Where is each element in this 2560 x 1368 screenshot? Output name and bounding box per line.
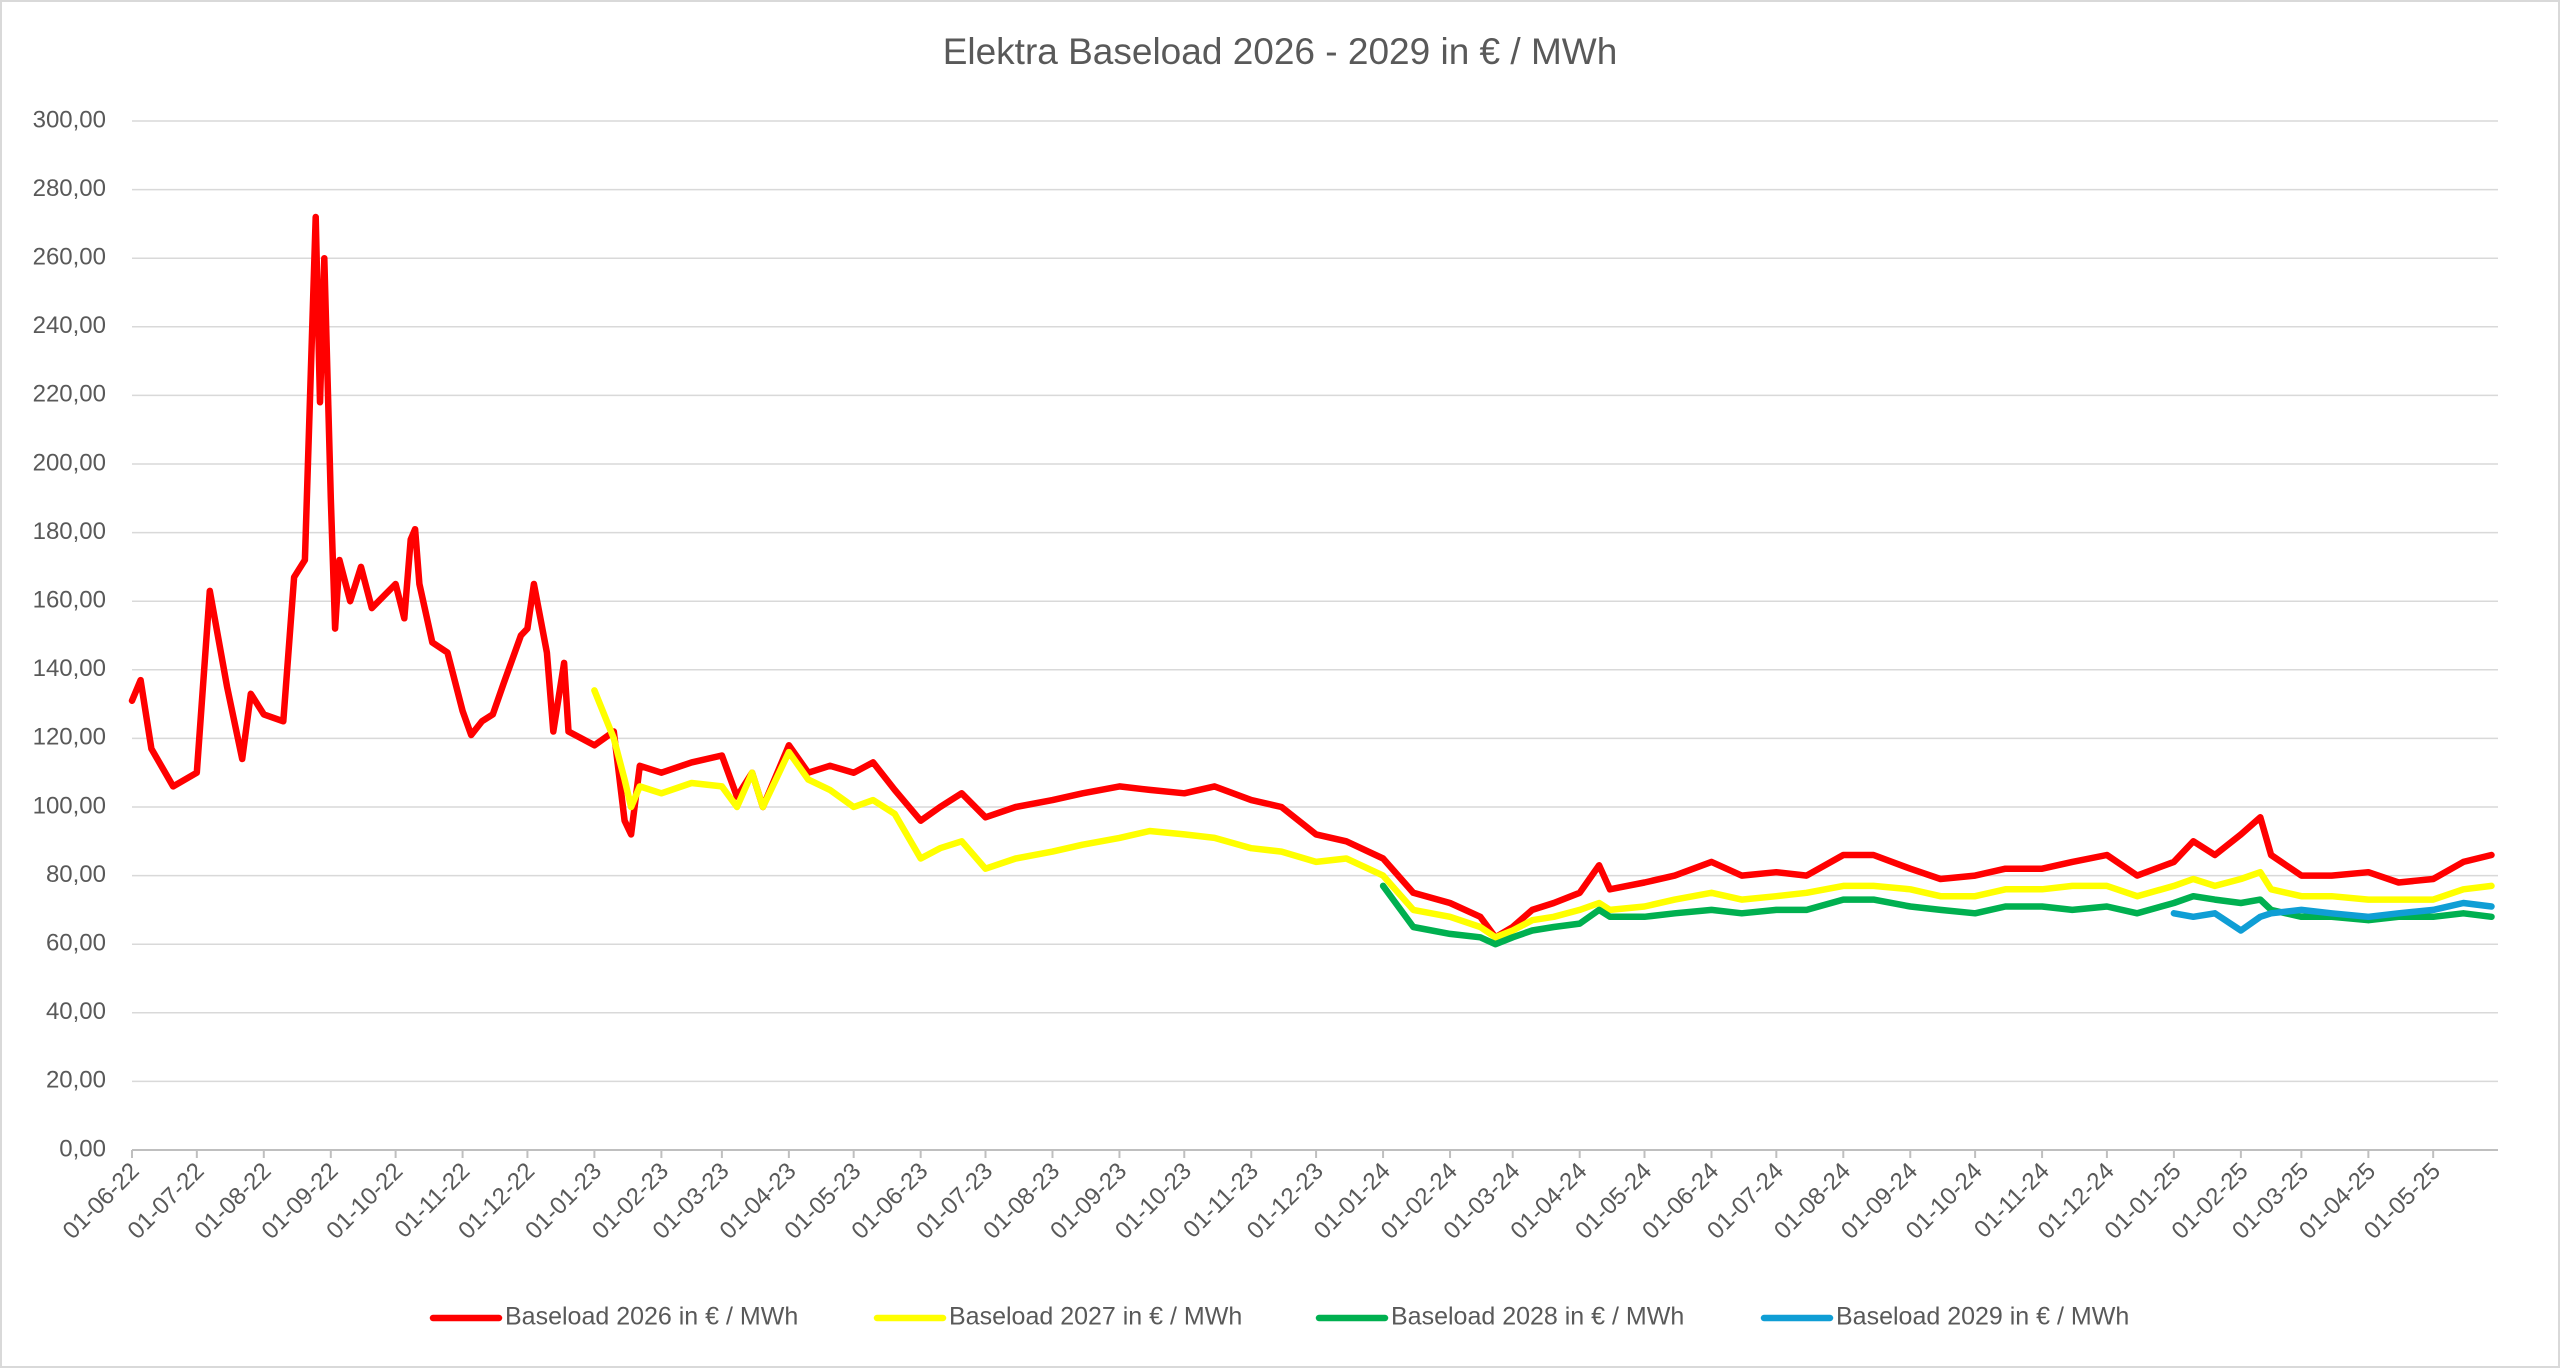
legend-label: Baseload 2027 in € / MWh — [949, 1303, 1242, 1331]
series-line — [2170, 899, 2495, 934]
y-tick-label: 20,00 — [46, 1067, 106, 1094]
series-line — [591, 687, 2495, 941]
y-tick-label: 300,00 — [33, 106, 106, 133]
y-tick-label: 100,00 — [33, 792, 106, 819]
y-tick-label: 240,00 — [33, 312, 106, 339]
y-tick-label: 40,00 — [46, 998, 106, 1025]
y-tick-label: 200,00 — [33, 449, 106, 476]
y-tick-label: 60,00 — [46, 930, 106, 957]
y-tick-label: 260,00 — [33, 244, 106, 271]
legend-label: Baseload 2028 in € / MWh — [1391, 1303, 1684, 1331]
y-tick-label: 140,00 — [33, 655, 106, 682]
y-tick-label: 0,00 — [59, 1135, 106, 1162]
y-tick-label: 120,00 — [33, 724, 106, 751]
legend-label: Baseload 2026 in € / MWh — [505, 1303, 798, 1331]
series-line — [128, 213, 2495, 941]
chart-title: Elektra Baseload 2026 - 2029 in € / MWh — [943, 31, 1618, 72]
legend-label: Baseload 2029 in € / MWh — [1836, 1303, 2129, 1331]
y-tick-label: 280,00 — [33, 175, 106, 202]
y-tick-label: 220,00 — [33, 381, 106, 408]
y-tick-label: 180,00 — [33, 518, 106, 545]
y-tick-label: 160,00 — [33, 587, 106, 614]
y-tick-label: 80,00 — [46, 861, 106, 888]
